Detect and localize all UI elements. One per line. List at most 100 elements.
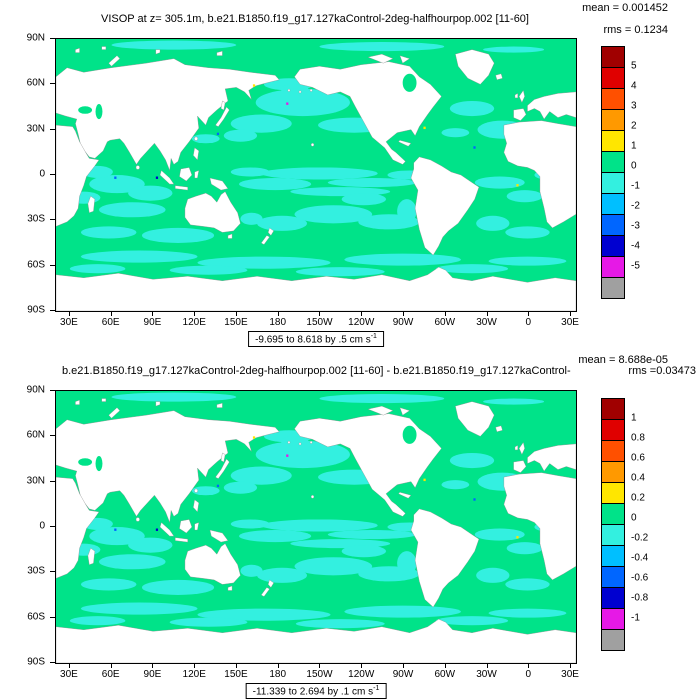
contour-range-label: -9.695 to 8.618 by .5 cm s-1 <box>248 331 384 348</box>
lat-tick-mark <box>50 662 55 663</box>
lon-tick-mark <box>68 663 70 668</box>
colorbar-labels: 5 4 3 2 1 0 -1 -2 -3 -4 -5 <box>631 46 671 292</box>
colorbar-tick-label: -5 <box>631 260 640 272</box>
colorbar-box <box>601 524 625 546</box>
lon-tick-mark <box>361 311 363 316</box>
lat-tick-mark <box>50 174 55 175</box>
lon-tick-mark <box>570 663 572 668</box>
lon-tick-label: 90W <box>392 317 414 328</box>
colorbar-box <box>601 256 625 278</box>
mean-value: mean = 8.688e-05 <box>578 354 668 366</box>
lon-tick-label: 30E <box>561 317 579 328</box>
colorbar-box <box>601 398 625 420</box>
lat-tick-mark <box>50 390 55 391</box>
lat-tick-mark <box>50 480 55 482</box>
colorbar-tick-label: -3 <box>631 220 640 232</box>
colorbar-box <box>601 214 625 236</box>
lat-tick-label: 90N <box>26 384 45 396</box>
lon-tick-mark <box>486 311 488 316</box>
lon-tick-label: 30E <box>60 317 78 328</box>
lon-tick-mark <box>403 663 404 668</box>
lon-tick-mark <box>570 311 572 316</box>
colorbar-box <box>601 172 625 194</box>
lon-tick-mark <box>361 663 363 668</box>
lat-tick-mark <box>50 435 55 437</box>
colorbar-box <box>601 193 625 215</box>
colorbar-tick-label: 5 <box>631 60 637 72</box>
world-map <box>56 39 576 311</box>
colorbar-box <box>601 461 625 483</box>
lon-tick-label: 30E <box>561 669 579 680</box>
lon-tick-mark <box>319 663 321 668</box>
colorbar-tick-label: -0.6 <box>631 572 649 584</box>
colorbar-box <box>601 566 625 588</box>
longitude-ticks <box>55 663 577 668</box>
rms-value: rms = 0.1234 <box>603 24 668 36</box>
map-plot <box>55 390 577 664</box>
plot-title: VISOP at z= 305.1m, b.e21.B1850.f19_g17.… <box>101 13 529 25</box>
colorbar-box <box>601 67 625 89</box>
colorbar <box>601 398 625 651</box>
colorbar-tick-label: -1 <box>631 180 640 192</box>
lon-tick-label: 90E <box>143 669 162 680</box>
lon-tick-mark <box>152 311 154 316</box>
lat-tick-label: 60N <box>26 77 45 89</box>
colorbar-tick-label: 0.6 <box>631 452 645 464</box>
colorbar-box <box>601 277 625 299</box>
lon-tick-mark <box>277 311 279 316</box>
lon-tick-mark <box>444 663 446 668</box>
lon-tick-mark <box>110 663 112 668</box>
colorbar-tick-label: 0 <box>631 512 637 524</box>
panel-bottom: mean = 8.688e-05 b.e21.B1850.f19_g17.127… <box>0 352 700 700</box>
lon-tick-label: 0 <box>525 669 532 680</box>
lon-tick-mark <box>528 311 530 316</box>
lat-tick-mark <box>50 128 55 130</box>
lat-tick-label: 60S <box>27 611 45 623</box>
lon-tick-label: 30W <box>476 669 497 680</box>
lat-tick-label: 30S <box>27 565 45 577</box>
colorbar-box <box>601 419 625 441</box>
colorbar-box <box>601 46 625 68</box>
colorbar-box <box>601 608 625 630</box>
lon-tick-label: 120W <box>348 317 375 328</box>
lon-tick-mark <box>194 663 196 668</box>
lat-tick-label: 30N <box>26 475 45 487</box>
contour-range-text: -9.695 to 8.618 by .5 cm s <box>255 334 371 346</box>
colorbar-tick-label: -4 <box>631 240 640 252</box>
lon-tick-mark <box>110 311 112 316</box>
colorbar-box <box>601 545 625 567</box>
latitude-axis: 90N 60N 30N 0 30S 60S 90S <box>0 385 55 668</box>
colorbar-tick-label: 4 <box>631 80 637 92</box>
colorbar-tick-label: -0.4 <box>631 552 649 564</box>
lon-tick-label: 60W <box>434 669 456 680</box>
lon-tick-label: 150E <box>224 669 248 680</box>
lat-tick-label: 60S <box>27 259 45 271</box>
lon-tick-mark <box>528 663 530 668</box>
units-exponent: -1 <box>373 685 380 692</box>
plot-title: b.e21.B1850.f19_g17.127kaControl-2deg-ha… <box>62 365 571 377</box>
lon-tick-mark <box>152 663 154 668</box>
colorbar-tick-label: -0.2 <box>631 532 649 544</box>
lat-tick-mark <box>50 571 55 573</box>
colorbar-tick-label: 1 <box>631 140 637 152</box>
lat-tick-label: 90N <box>26 32 45 44</box>
lat-tick-mark <box>50 526 55 527</box>
lon-tick-label: 0 <box>525 317 532 328</box>
lat-tick-mark <box>50 310 55 311</box>
lon-tick-mark <box>403 311 404 316</box>
colorbar-box <box>601 88 625 110</box>
lat-tick-label: 30N <box>26 123 45 135</box>
lon-tick-mark <box>194 311 196 316</box>
lat-tick-label: 0 <box>39 520 45 532</box>
world-map <box>56 391 576 663</box>
lat-tick-mark <box>50 38 55 39</box>
panel-top: mean = 0.001452 VISOP at z= 305.1m, b.e2… <box>26 2 671 348</box>
colorbar-tick-label: -0.8 <box>631 592 649 604</box>
colorbar-box <box>601 440 625 462</box>
lat-tick-label: 60N <box>26 429 45 441</box>
rms-value: rms =0.03473 <box>625 365 696 377</box>
map-plot <box>55 38 577 312</box>
colorbar-box <box>601 235 625 257</box>
colorbar-tick-label: 2 <box>631 120 637 132</box>
lon-tick-label: 30W <box>476 317 497 328</box>
